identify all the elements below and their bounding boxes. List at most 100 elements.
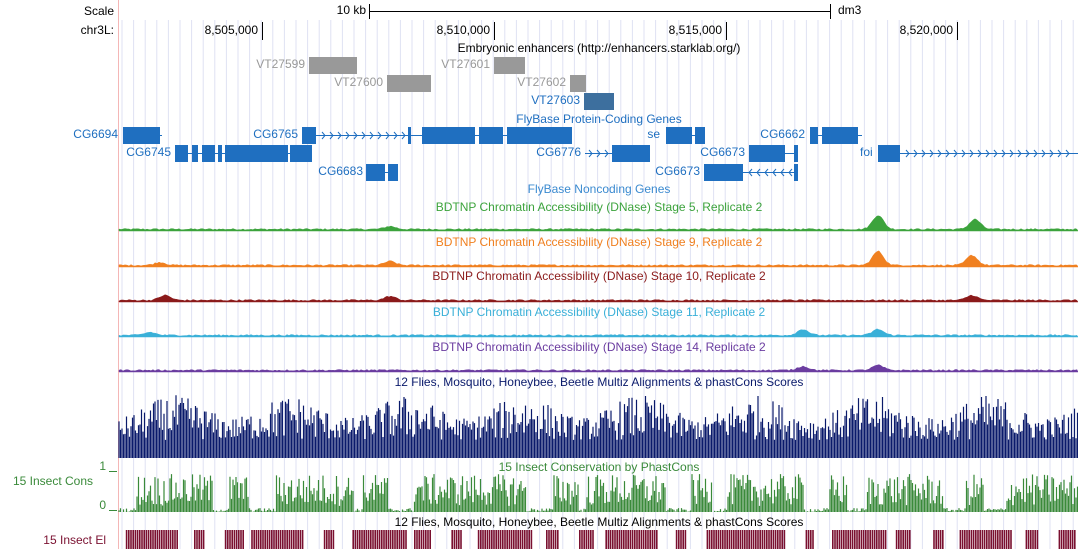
signal xyxy=(118,364,1078,373)
strand-arrow xyxy=(780,168,785,177)
strand-arrow xyxy=(1025,149,1030,158)
strand-arrow xyxy=(1033,149,1038,158)
track-title: BDTNP Chromatin Accessibility (DNase) St… xyxy=(432,269,766,283)
gene-exon xyxy=(695,127,705,144)
track-title: FlyBase Noncoding Genes xyxy=(528,182,671,196)
strand-arrow xyxy=(913,149,918,158)
gene-exon xyxy=(878,145,900,162)
strand-arrow xyxy=(604,149,609,158)
gene-exon xyxy=(388,164,398,181)
strand-arrow xyxy=(361,131,366,140)
gene-label: CG6673 xyxy=(655,164,700,178)
ruler-label: 8,505,000 xyxy=(205,23,259,37)
gene-exon xyxy=(822,127,858,144)
strand-arrow xyxy=(337,131,342,140)
strand-arrow xyxy=(1041,149,1046,158)
strand-arrow xyxy=(905,149,910,158)
enhancer-label: VT27599 xyxy=(256,57,305,71)
gene-label: CG6765 xyxy=(253,127,298,141)
strand-arrow xyxy=(788,168,793,177)
gene-exon xyxy=(612,145,650,162)
enhancer-label: VT27603 xyxy=(531,93,580,107)
gene-exon xyxy=(225,145,288,162)
strand-arrow xyxy=(1017,149,1022,158)
gene-exon xyxy=(422,127,475,144)
strand-arrow xyxy=(945,149,950,158)
strand-arrow xyxy=(401,131,406,140)
ruler-label: 8,510,000 xyxy=(437,23,491,37)
track-title: BDTNP Chromatin Accessibility (DNase) St… xyxy=(436,235,763,249)
strand-arrow xyxy=(937,149,942,158)
strand-arrow xyxy=(1001,149,1006,158)
gene-exon xyxy=(202,145,215,162)
strand-arrow xyxy=(756,168,761,177)
strand-arrow xyxy=(1057,149,1062,158)
track-title: BDTNP Chromatin Accessibility (DNase) St… xyxy=(433,305,766,319)
strand-arrow xyxy=(921,149,926,158)
strand-arrow xyxy=(1065,149,1070,158)
gene-exon xyxy=(192,145,198,162)
strand-arrow xyxy=(772,168,777,177)
axis-max: 1 xyxy=(99,459,106,473)
strand-arrow xyxy=(588,149,593,158)
gene-label: CG6683 xyxy=(318,164,363,178)
phastcons-bars xyxy=(118,474,1078,512)
enhancer-label: VT27602 xyxy=(517,75,566,89)
gene-exon xyxy=(123,127,160,144)
strand-arrow xyxy=(385,131,390,140)
strand-arrow xyxy=(764,168,769,177)
gene-label: CG6745 xyxy=(126,145,171,159)
enhancer xyxy=(387,75,431,92)
gene-exon xyxy=(794,164,798,181)
signal xyxy=(118,215,1078,232)
gene-exon xyxy=(218,145,222,162)
scale-bar xyxy=(369,4,831,19)
axis-min: 0 xyxy=(99,498,106,512)
element-bars xyxy=(125,530,1076,549)
strand-arrow xyxy=(748,168,753,177)
gene-label: foi xyxy=(860,145,873,159)
enhancer-label: VT27600 xyxy=(334,75,383,89)
gene-exon xyxy=(794,145,798,162)
track-label: 15 Insect Cons xyxy=(13,474,93,488)
strand-arrow xyxy=(929,149,934,158)
signal xyxy=(118,294,1078,303)
strand-arrow xyxy=(321,131,326,140)
enhancer-label: VT27601 xyxy=(441,57,490,71)
ruler-label: 8,520,000 xyxy=(900,23,954,37)
enhancer xyxy=(584,93,614,110)
strand-arrow xyxy=(353,131,358,140)
strand-arrow xyxy=(596,149,601,158)
gene-label: se xyxy=(647,127,660,141)
gene-exon xyxy=(290,145,312,162)
track-title: BDTNP Chromatin Accessibility (DNase) St… xyxy=(436,200,763,214)
gene-label: CG6776 xyxy=(536,145,581,159)
strand-arrow xyxy=(961,149,966,158)
gene-exon xyxy=(507,127,572,144)
gene-exon xyxy=(175,145,188,162)
conservation-bars xyxy=(118,395,1078,458)
signal xyxy=(118,328,1078,338)
gene-exon xyxy=(408,127,411,144)
gene-exon xyxy=(749,145,785,162)
track-label: 15 Insect El xyxy=(43,533,106,547)
strand-arrow xyxy=(977,149,982,158)
track-title: 12 Flies, Mosquito, Honeybee, Beetle Mul… xyxy=(395,375,804,389)
track-title: Embryonic enhancers (http://enhancers.st… xyxy=(458,41,741,55)
grid xyxy=(121,20,1074,549)
gene-exon xyxy=(479,127,503,144)
gene-exon xyxy=(302,127,316,144)
track-title: BDTNP Chromatin Accessibility (DNase) St… xyxy=(432,340,766,354)
gene-exon xyxy=(366,164,385,181)
strand-arrow xyxy=(345,131,350,140)
gene-exon xyxy=(704,164,743,181)
chrom-label: chr3L: xyxy=(81,23,114,37)
gene-label: CG6662 xyxy=(760,127,805,141)
enhancer xyxy=(494,57,525,74)
strand-arrow xyxy=(985,149,990,158)
strand-arrow xyxy=(953,149,958,158)
gene-exon xyxy=(810,127,818,144)
ruler-label: 8,515,000 xyxy=(669,23,723,37)
